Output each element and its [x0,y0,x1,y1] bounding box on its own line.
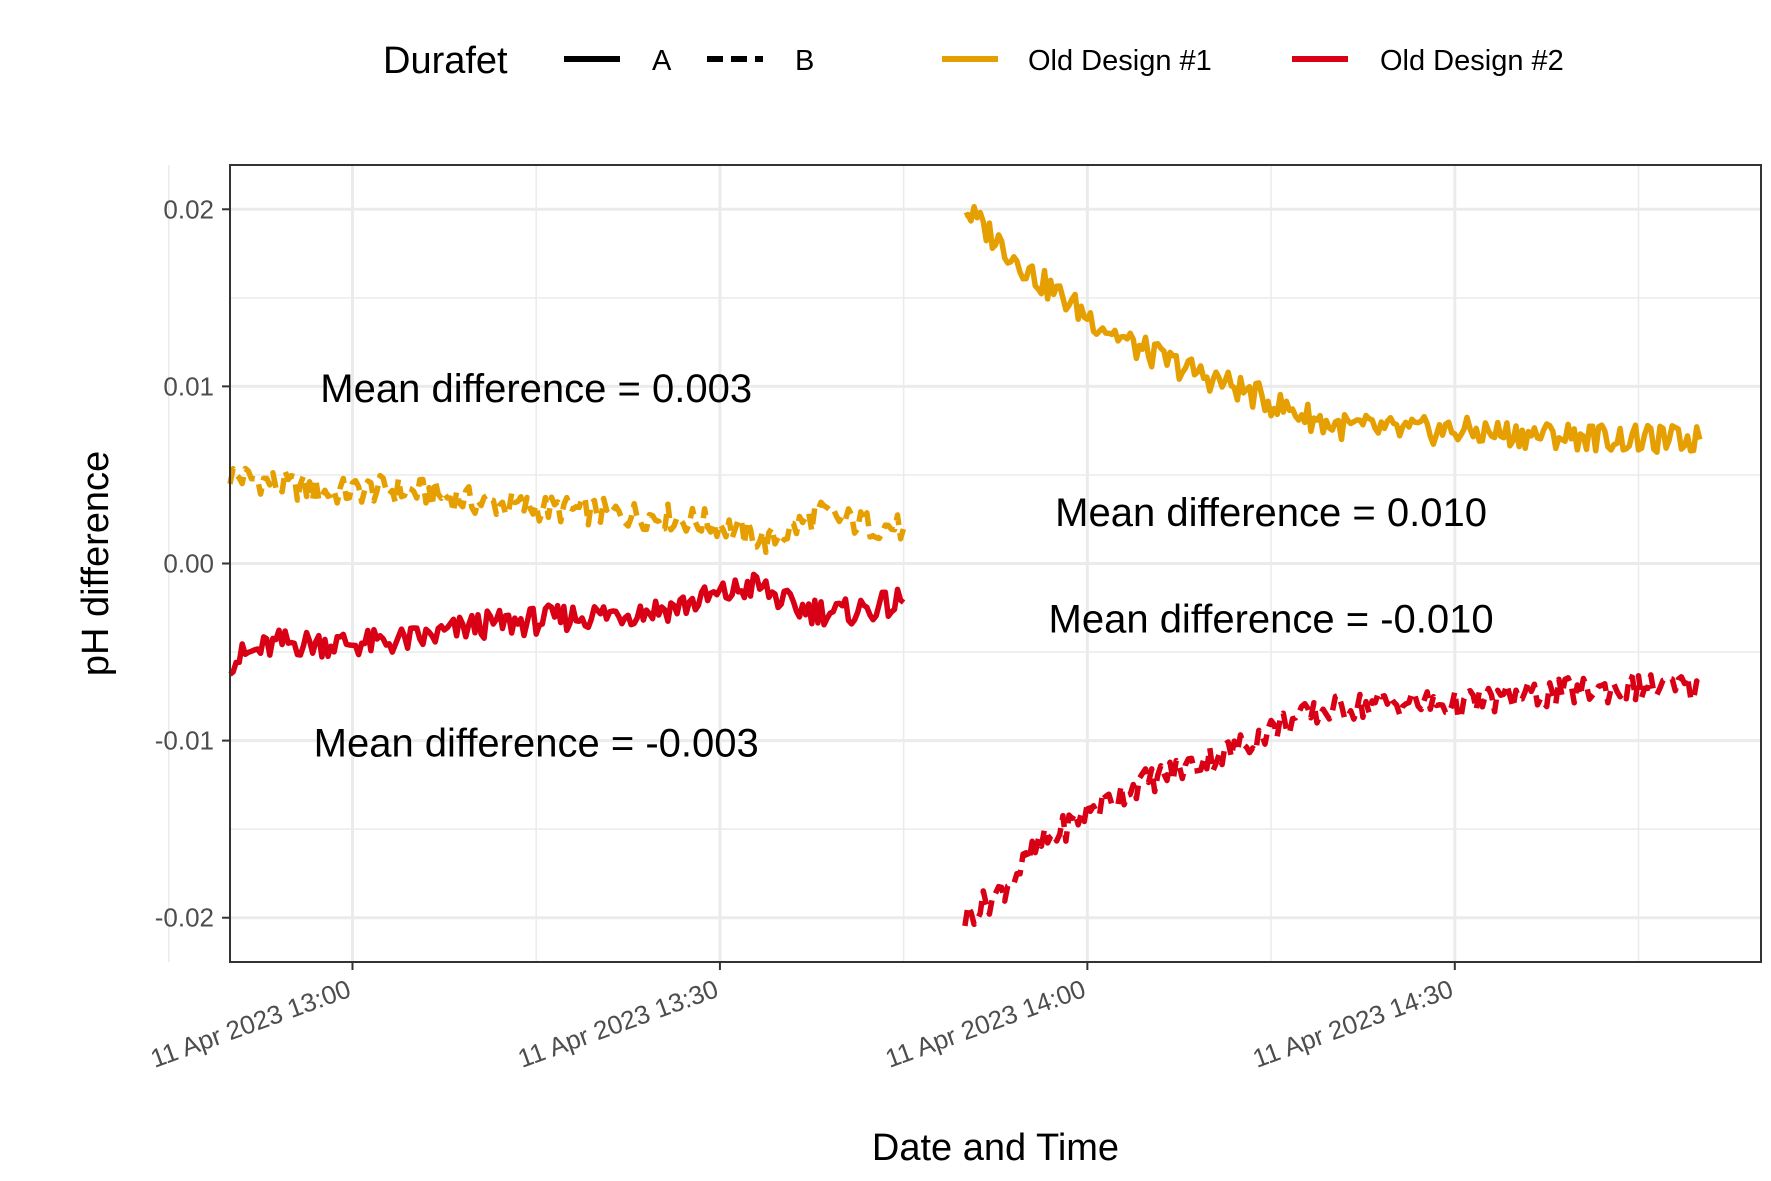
y-tick-label: 0.00 [163,549,214,579]
x-axis-title: Date and Time [872,1127,1119,1169]
legend-title: Durafet [383,40,508,82]
x-tick-label: 11 Apr 2023 14:30 [1249,973,1457,1073]
mean-difference-annotation: Mean difference = 0.010 [1055,491,1487,535]
x-tick-label: 11 Apr 2023 14:00 [881,973,1089,1073]
y-axis-title: pH difference [75,451,117,676]
series-line-a-old-design-1 [963,203,1703,455]
series-line-a-old-design-2 [228,571,906,677]
x-tick-label: 11 Apr 2023 13:00 [146,973,354,1073]
y-tick-label: -0.02 [155,903,214,933]
series-line-b-old-design-2 [962,672,1703,928]
mean-difference-annotation: Mean difference = -0.003 [314,721,759,765]
x-axis: 11 Apr 2023 13:00 11 Apr 2023 13:30 11 Apr… [146,962,1457,1074]
y-tick-label: -0.01 [155,726,214,756]
legend-label-old-design-2: Old Design #2 [1380,45,1564,77]
mean-difference-annotation: Mean difference = -0.010 [1049,597,1494,641]
annotations: Mean difference = 0.003 Mean difference =… [314,367,1494,765]
legend-label-b: B [795,45,814,77]
grid [168,165,1761,962]
mean-difference-annotation: Mean difference = 0.003 [320,367,752,411]
legend-label-old-design-1: Old Design #1 [1028,45,1212,77]
y-axis: 0.02 0.01 0.00 -0.01 -0.02 [155,194,230,933]
x-tick-label: 11 Apr 2023 13:30 [514,973,722,1073]
series-layer [227,203,1703,928]
y-tick-label: 0.01 [163,371,214,401]
legend-label-a: A [652,45,672,77]
legend: Durafet A B Old Design #1 Old Design #2 [383,40,1564,82]
series-line-b-old-design-1 [227,465,907,556]
y-tick-label: 0.02 [163,194,214,224]
